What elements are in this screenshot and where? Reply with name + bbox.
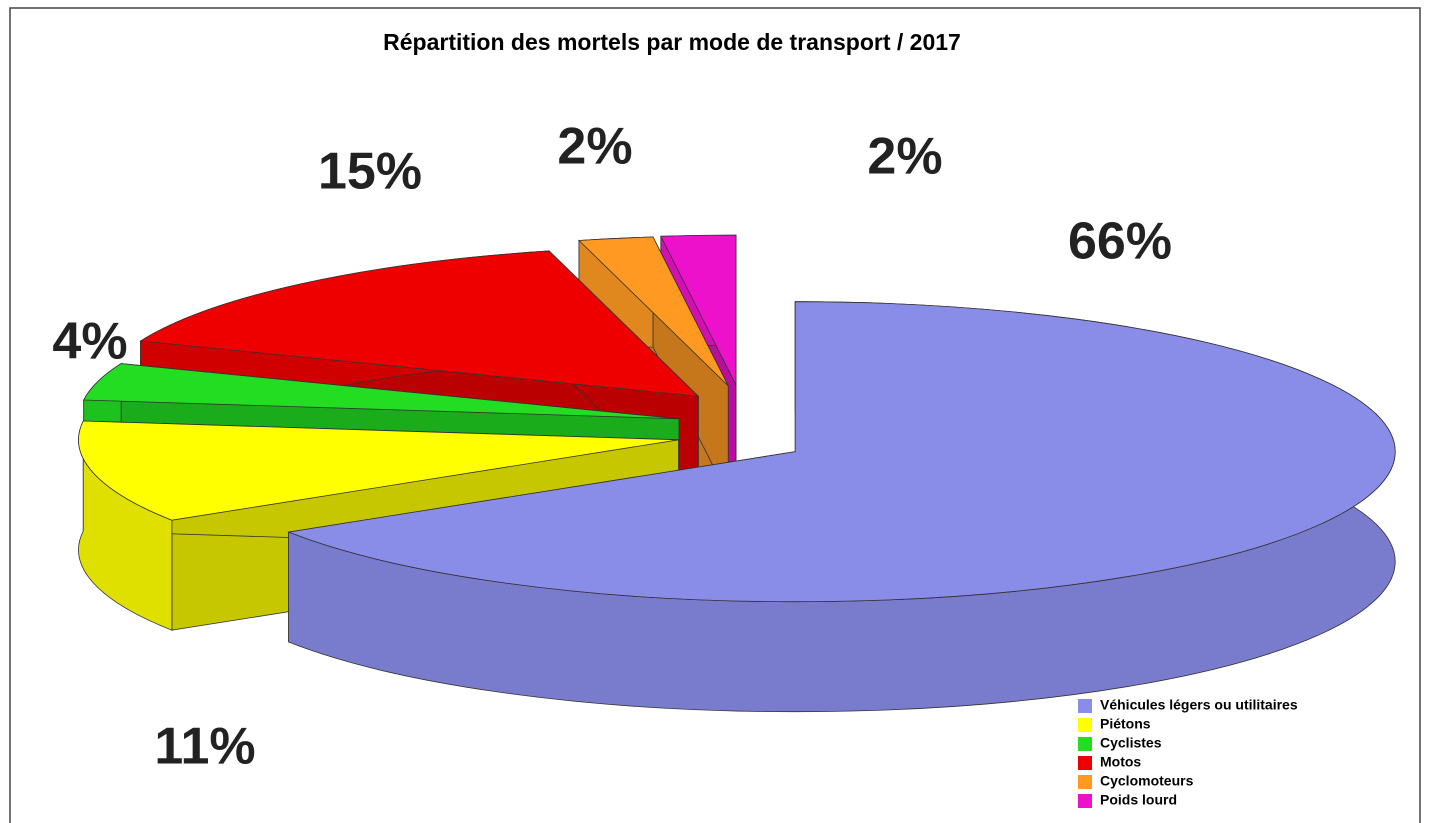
data-label: 66% — [1068, 213, 1172, 271]
legend-label: Cyclistes — [1100, 735, 1162, 751]
legend-label: Véhicules légers ou utilitaires — [1100, 697, 1298, 713]
legend-swatch — [1078, 794, 1092, 808]
legend-swatch — [1078, 737, 1092, 751]
legend-swatch — [1078, 775, 1092, 789]
slice — [287, 301, 1396, 603]
legend-swatch — [1078, 756, 1092, 770]
data-label: 15% — [318, 143, 422, 201]
slice — [78, 420, 679, 521]
data-label: 2% — [557, 118, 632, 176]
legend-label: Motos — [1100, 754, 1141, 770]
chart-title: Répartition des mortels par mode de tran… — [383, 29, 961, 55]
legend-swatch — [1078, 718, 1092, 732]
slice — [578, 236, 729, 387]
legend-label: Piétons — [1100, 716, 1151, 732]
legend-swatch — [1078, 699, 1092, 713]
slice — [83, 363, 680, 420]
data-label: 11% — [154, 718, 255, 776]
legend-label: Poids lourd — [1100, 792, 1177, 808]
data-label: 2% — [867, 128, 942, 186]
legend-label: Cyclomoteurs — [1100, 773, 1194, 789]
slice — [660, 234, 737, 386]
data-label: 4% — [52, 313, 127, 371]
slice — [139, 250, 700, 397]
